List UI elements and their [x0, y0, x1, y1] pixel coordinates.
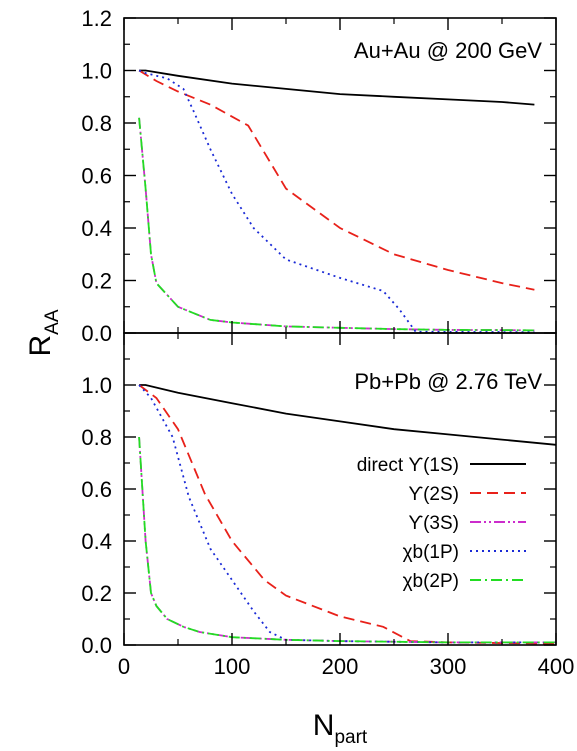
series-line	[138, 69, 535, 291]
y-tick-label: 0.8	[81, 425, 112, 450]
series-line	[138, 117, 535, 332]
legend-label: ϒ(2S)	[408, 484, 459, 505]
y-tick-label: 0.0	[81, 321, 112, 346]
y-tick-label: 0.2	[81, 581, 112, 606]
panel-label: Pb+Pb @ 2.76 TeV	[354, 369, 542, 394]
x-tick-label: 100	[214, 654, 251, 679]
y-tick-label: 0.8	[81, 111, 112, 136]
legend: direct ϒ(1S) ϒ(2S) ϒ(3S) χb(1P) χb(2P)	[357, 455, 526, 592]
series-line	[138, 436, 556, 644]
series-line	[139, 384, 556, 446]
panel-top: 0.0 0.2 0.4 0.6 0.8 1.0 1.2 Au+Au @ 200 GeV	[81, 6, 557, 346]
panel-label: Au+Au @ 200 GeV	[354, 38, 542, 63]
series-line	[138, 436, 556, 644]
y-tick-label: 0.6	[81, 164, 112, 189]
x-tick-label: 0	[118, 654, 130, 679]
y-tick-label: 0.6	[81, 477, 112, 502]
x-tick-label: 300	[430, 654, 467, 679]
legend-label: direct ϒ(1S)	[357, 455, 459, 476]
legend-label: ϒ(3S)	[408, 513, 459, 534]
legend-label: χb(2P)	[403, 571, 459, 592]
series-line	[138, 117, 535, 332]
axis-titles: Npart RAA	[24, 309, 368, 748]
y-tick-label: 0.0	[81, 633, 112, 658]
y-tick-label: 1.0	[81, 373, 112, 398]
x-axis-title: Npart	[313, 709, 368, 748]
y-axis-title: RAA	[24, 309, 63, 356]
series-line	[139, 69, 535, 106]
y-tick-label: 0.4	[81, 529, 112, 554]
y-tick-label: 0.2	[81, 269, 112, 294]
series-line	[138, 384, 556, 644]
y-tick-label: 1.2	[81, 6, 112, 31]
series-line	[138, 384, 556, 645]
x-tick-label: 400	[538, 654, 575, 679]
plot-frame	[123, 17, 557, 334]
x-tick-label: 200	[322, 654, 359, 679]
y-tick-label: 0.4	[81, 216, 112, 241]
y-tick-label: 1.0	[81, 59, 112, 84]
series-line	[138, 69, 535, 333]
panel-bottom: 0.0 0.2 0.4 0.6 0.8 1.0 0 100 200 300 400 Pb+Pb @ 2…	[81, 332, 575, 679]
legend-label: χb(1P)	[403, 542, 459, 563]
